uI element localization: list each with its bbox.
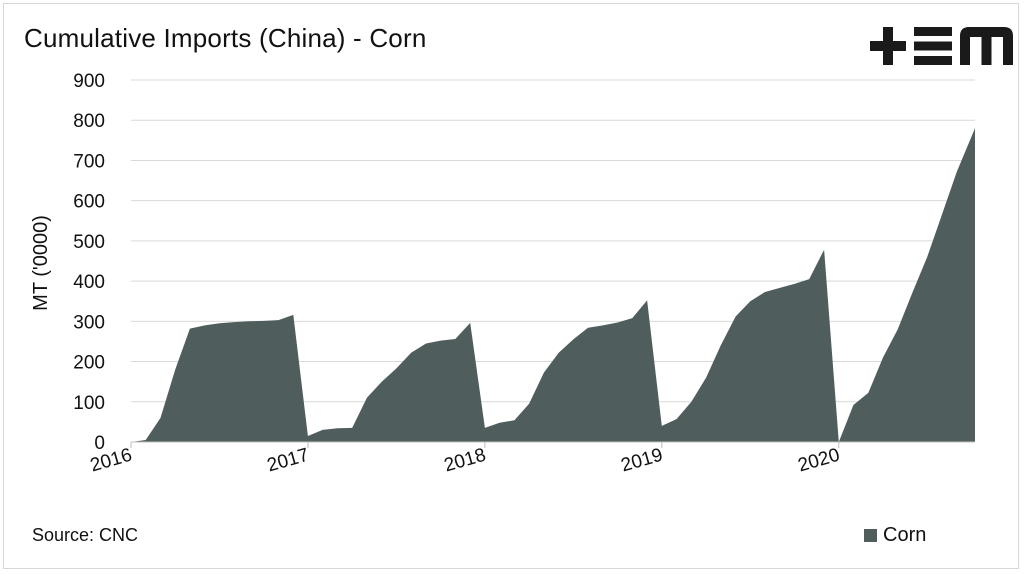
y-tick-label: 200 xyxy=(73,353,105,374)
y-tick-label: 800 xyxy=(73,111,105,132)
y-tick-label: 700 xyxy=(73,151,105,172)
tem-logo-icon xyxy=(870,27,1013,65)
y-tick-label: 0 xyxy=(94,433,105,454)
source-note: Source: CNC xyxy=(32,525,139,545)
chart-frame: Cumulative Imports (China) - Corn xyxy=(3,3,1019,569)
y-tick-label: 100 xyxy=(73,393,105,414)
legend-label: Corn xyxy=(883,524,927,546)
y-tick-label: 400 xyxy=(73,272,105,293)
chart-title: Cumulative Imports (China) - Corn xyxy=(24,23,427,53)
y-tick-label: 900 xyxy=(73,71,105,92)
y-axis-title: MT ('0000) xyxy=(30,215,52,311)
series-area-layer xyxy=(131,128,975,443)
legend: Corn xyxy=(864,524,926,547)
x-tick-label: 2020 xyxy=(796,445,842,477)
y-tick-label: 500 xyxy=(73,232,105,253)
legend-swatch xyxy=(864,529,877,542)
x-tick-label: 2019 xyxy=(619,445,665,477)
series-area-corn xyxy=(131,128,975,443)
y-tick-label: 600 xyxy=(73,192,105,213)
x-tick-label: 2017 xyxy=(265,445,311,477)
x-tick-label: 2018 xyxy=(442,445,488,477)
y-tick-label: 300 xyxy=(73,312,105,333)
